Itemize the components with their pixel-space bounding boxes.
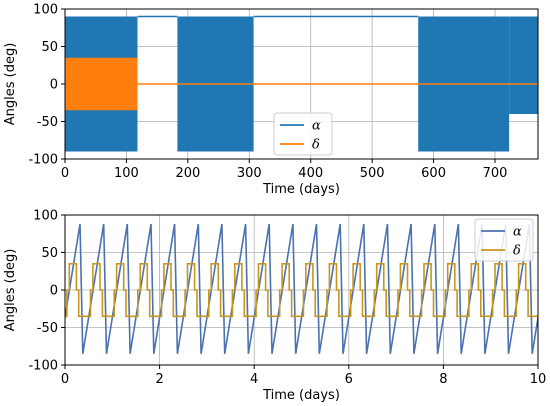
x-tick-label: 0 bbox=[61, 166, 69, 181]
x-tick-label: 400 bbox=[298, 166, 323, 181]
y-tick-label: 100 bbox=[33, 3, 58, 18]
legend-label: α bbox=[312, 119, 321, 134]
x-tick-label: 10 bbox=[530, 372, 547, 387]
x-tick-label: 500 bbox=[360, 166, 385, 181]
y-tick-label: 0 bbox=[50, 284, 58, 299]
x-tick-label: 700 bbox=[483, 166, 508, 181]
x-axis-label: Time (days) bbox=[262, 388, 340, 403]
legend-box bbox=[273, 112, 333, 156]
y-axis-label: Angles (deg) bbox=[3, 43, 18, 126]
legend-label: δ bbox=[513, 244, 521, 259]
oscillation-band bbox=[65, 57, 138, 111]
legend: αδ bbox=[273, 112, 333, 156]
x-tick-label: 200 bbox=[175, 166, 200, 181]
x-tick-label: 4 bbox=[250, 372, 258, 387]
y-tick-label: -50 bbox=[37, 115, 58, 130]
legend-label: α bbox=[513, 225, 522, 240]
oscillation-band bbox=[509, 16, 538, 114]
series-delta bbox=[65, 57, 538, 111]
bottom-chart: 0 2 4 6 8 10 -100 -50 0 50 100 Time (days) Angles (d… bbox=[3, 209, 547, 404]
x-tick-label: 100 bbox=[114, 166, 139, 181]
plot-area bbox=[65, 223, 538, 354]
x-tick-label: 0 bbox=[61, 372, 69, 387]
y-tick-label: -100 bbox=[28, 153, 58, 168]
y-tick-label: 50 bbox=[41, 246, 58, 261]
x-tick-label: 600 bbox=[421, 166, 446, 181]
legend-label: δ bbox=[312, 138, 320, 153]
y-tick-label: -50 bbox=[37, 321, 58, 336]
x-tick-label: 2 bbox=[155, 372, 163, 387]
x-axis-label: Time (days) bbox=[262, 182, 340, 197]
top-chart: 0 100 200 300 400 500 600 700 -100 -50 0 50 100 Time … bbox=[3, 3, 539, 197]
legend-box bbox=[474, 218, 534, 262]
plot-area bbox=[65, 15, 538, 152]
square-wave-line bbox=[65, 262, 538, 318]
y-tick-label: 100 bbox=[33, 209, 58, 224]
series-alpha bbox=[65, 223, 538, 354]
y-axis-label: Angles (deg) bbox=[3, 249, 18, 332]
x-tick-label: 300 bbox=[237, 166, 262, 181]
series-delta bbox=[65, 262, 538, 318]
y-tick-label: 0 bbox=[50, 78, 58, 93]
y-tick-label: 50 bbox=[41, 40, 58, 55]
y-tick-label: -100 bbox=[28, 359, 58, 374]
legend: αδ bbox=[474, 218, 534, 262]
sawtooth-line bbox=[65, 223, 538, 354]
x-tick-label: 8 bbox=[439, 372, 447, 387]
x-tick-label: 6 bbox=[345, 372, 353, 387]
